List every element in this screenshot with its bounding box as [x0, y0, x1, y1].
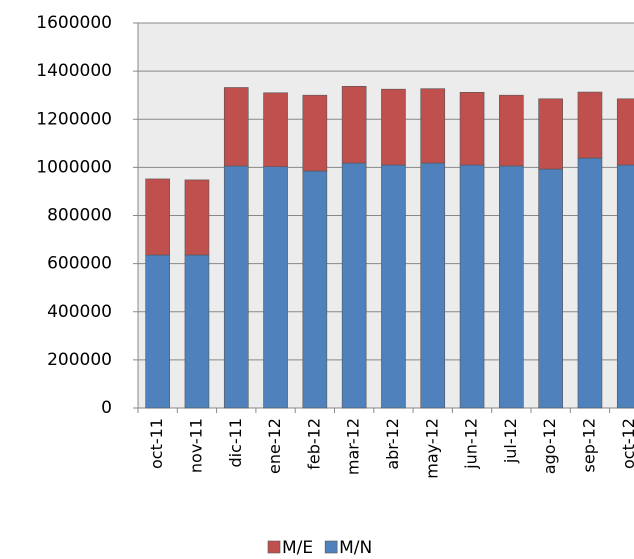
bar-segment	[420, 88, 446, 164]
y-tick-label: 600000	[47, 254, 112, 274]
bar-segment	[459, 164, 485, 409]
x-tick-label: dic-11	[226, 418, 245, 468]
x-tick-label: jul-12	[501, 418, 520, 464]
bar-segment	[184, 254, 210, 409]
x-tick-label: oct-12	[619, 418, 634, 469]
x-tick-label: ene-12	[265, 418, 284, 474]
legend-swatch	[324, 540, 338, 554]
bar-segment	[184, 179, 210, 256]
bar-segment	[302, 170, 328, 409]
bar-segment	[223, 87, 249, 167]
x-tick-label: nov-11	[186, 418, 205, 473]
bar-segment	[616, 98, 634, 166]
bar-segment	[538, 168, 563, 409]
y-tick-label: 200000	[47, 350, 112, 370]
bar-segment	[302, 94, 328, 172]
bar-segment	[577, 157, 603, 409]
x-tick-label: abr-12	[383, 418, 402, 470]
legend-label: M/N	[339, 538, 372, 558]
bar-segment	[381, 164, 406, 409]
y-tick-label: 0	[101, 398, 112, 418]
x-tick-label: may-12	[422, 418, 441, 479]
bar-segment	[459, 92, 485, 166]
y-tick-label: 800000	[47, 206, 112, 226]
x-tick-label: feb-12	[304, 418, 323, 470]
bar-segment	[223, 165, 249, 409]
legend-label: M/E	[282, 538, 313, 558]
bar-segment	[499, 165, 524, 409]
bar-segment	[341, 162, 367, 409]
y-tick-label: 1400000	[36, 61, 112, 81]
y-tick-label: 1600000	[36, 13, 112, 33]
bar-segment	[145, 178, 170, 256]
legend-swatch	[267, 540, 281, 554]
y-tick-label: 1200000	[36, 109, 112, 129]
bar-segment	[341, 85, 367, 164]
y-tick-label: 400000	[47, 302, 112, 322]
bar-segment	[538, 98, 563, 170]
bar-segment	[145, 254, 170, 409]
x-tick-label: mar-12	[344, 418, 363, 475]
bar-segment	[420, 162, 446, 409]
y-tick-label: 1000000	[36, 157, 112, 177]
bar-segment	[263, 92, 288, 167]
bar-segment	[263, 166, 288, 409]
bar-segment	[381, 88, 406, 166]
x-tick-label: ago-12	[540, 418, 559, 474]
bar-segment	[577, 91, 603, 159]
x-tick-label: sep-12	[579, 418, 598, 472]
x-tick-label: oct-11	[147, 418, 166, 469]
bar-segment	[616, 164, 634, 409]
x-tick-label: jun-12	[462, 418, 481, 470]
bar-segment	[499, 94, 524, 167]
